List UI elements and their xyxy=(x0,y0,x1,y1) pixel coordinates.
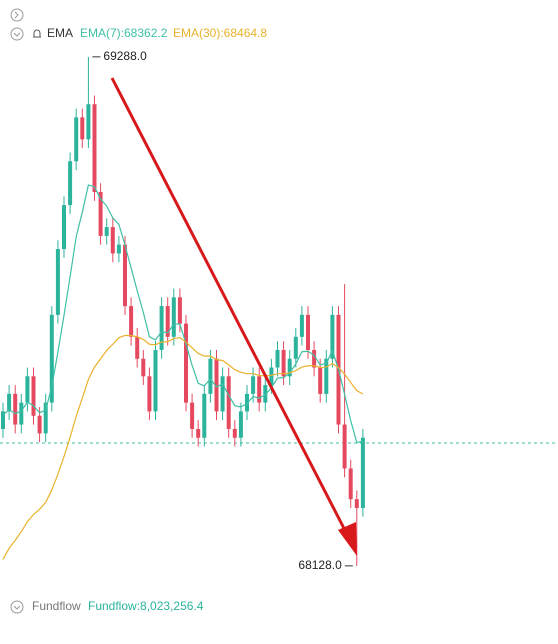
top-icons xyxy=(10,8,41,41)
candle-body xyxy=(104,227,109,236)
fundflow-value: Fundflow:8,023,256.4 xyxy=(88,599,204,613)
candle-body xyxy=(171,297,176,337)
candle-body xyxy=(348,468,353,500)
price-annotation: 68128.0 xyxy=(298,558,342,572)
price-annotation: 69288.0 xyxy=(103,49,147,63)
candle-body xyxy=(135,336,140,359)
candle-body xyxy=(342,424,347,469)
ema-line xyxy=(2,184,364,444)
candle-body xyxy=(62,205,66,250)
candle-body xyxy=(232,428,237,438)
candle-body xyxy=(74,117,79,162)
candle-body xyxy=(153,349,158,412)
candle-body xyxy=(1,411,5,429)
candle-body xyxy=(25,376,30,403)
candle-body xyxy=(110,227,115,254)
candle-body xyxy=(177,297,182,324)
candle-body xyxy=(208,358,213,394)
candle-body xyxy=(275,349,280,368)
candle-body xyxy=(165,306,170,337)
candle-body xyxy=(281,349,286,377)
candle-body xyxy=(306,314,310,350)
candle-body xyxy=(360,437,365,508)
candle-body xyxy=(19,402,24,425)
candle-body xyxy=(238,411,243,438)
candle-body xyxy=(86,104,91,140)
candle-body xyxy=(159,306,164,350)
candle-body xyxy=(141,358,146,377)
candle-body xyxy=(49,314,54,403)
candle-body xyxy=(324,358,329,394)
fundflow-label: Fundflow xyxy=(32,599,81,613)
candle-body xyxy=(147,376,152,412)
candle-body xyxy=(43,402,48,434)
candle-body xyxy=(214,358,219,412)
candle-body xyxy=(220,376,225,412)
ema-line xyxy=(2,334,364,560)
candle-body xyxy=(330,314,335,359)
trend-arrow xyxy=(110,77,357,556)
candle-body xyxy=(13,393,18,425)
candle-body xyxy=(129,306,134,337)
candle-body xyxy=(226,376,231,429)
candle-body xyxy=(293,336,298,359)
candle-body xyxy=(299,314,304,337)
candle-body xyxy=(55,249,60,315)
candle-body xyxy=(116,244,121,254)
candle-body xyxy=(312,349,317,368)
legend-ema30: EMA(30):68464.8 xyxy=(173,26,267,40)
candle-body xyxy=(202,393,207,438)
candle-body xyxy=(80,117,85,140)
candle-body xyxy=(354,499,359,508)
candle-body xyxy=(123,244,127,307)
candle-body xyxy=(318,367,323,394)
candle-body xyxy=(287,358,292,377)
candle-body xyxy=(251,376,256,394)
candle-body xyxy=(92,104,97,193)
candle-body xyxy=(68,161,73,206)
indicator-label: EMA xyxy=(47,26,73,40)
fundflow-header xyxy=(10,600,24,614)
candle-body xyxy=(196,428,201,438)
candle-body xyxy=(37,415,42,434)
candle-body xyxy=(257,376,262,403)
candle-body xyxy=(31,376,36,416)
candle-body xyxy=(184,323,188,403)
candle-body xyxy=(269,367,274,386)
legend-ema7: EMA(7):68362.2 xyxy=(80,26,168,40)
candle-body xyxy=(7,393,12,412)
candle-body xyxy=(98,192,103,236)
candle-body xyxy=(190,402,195,429)
